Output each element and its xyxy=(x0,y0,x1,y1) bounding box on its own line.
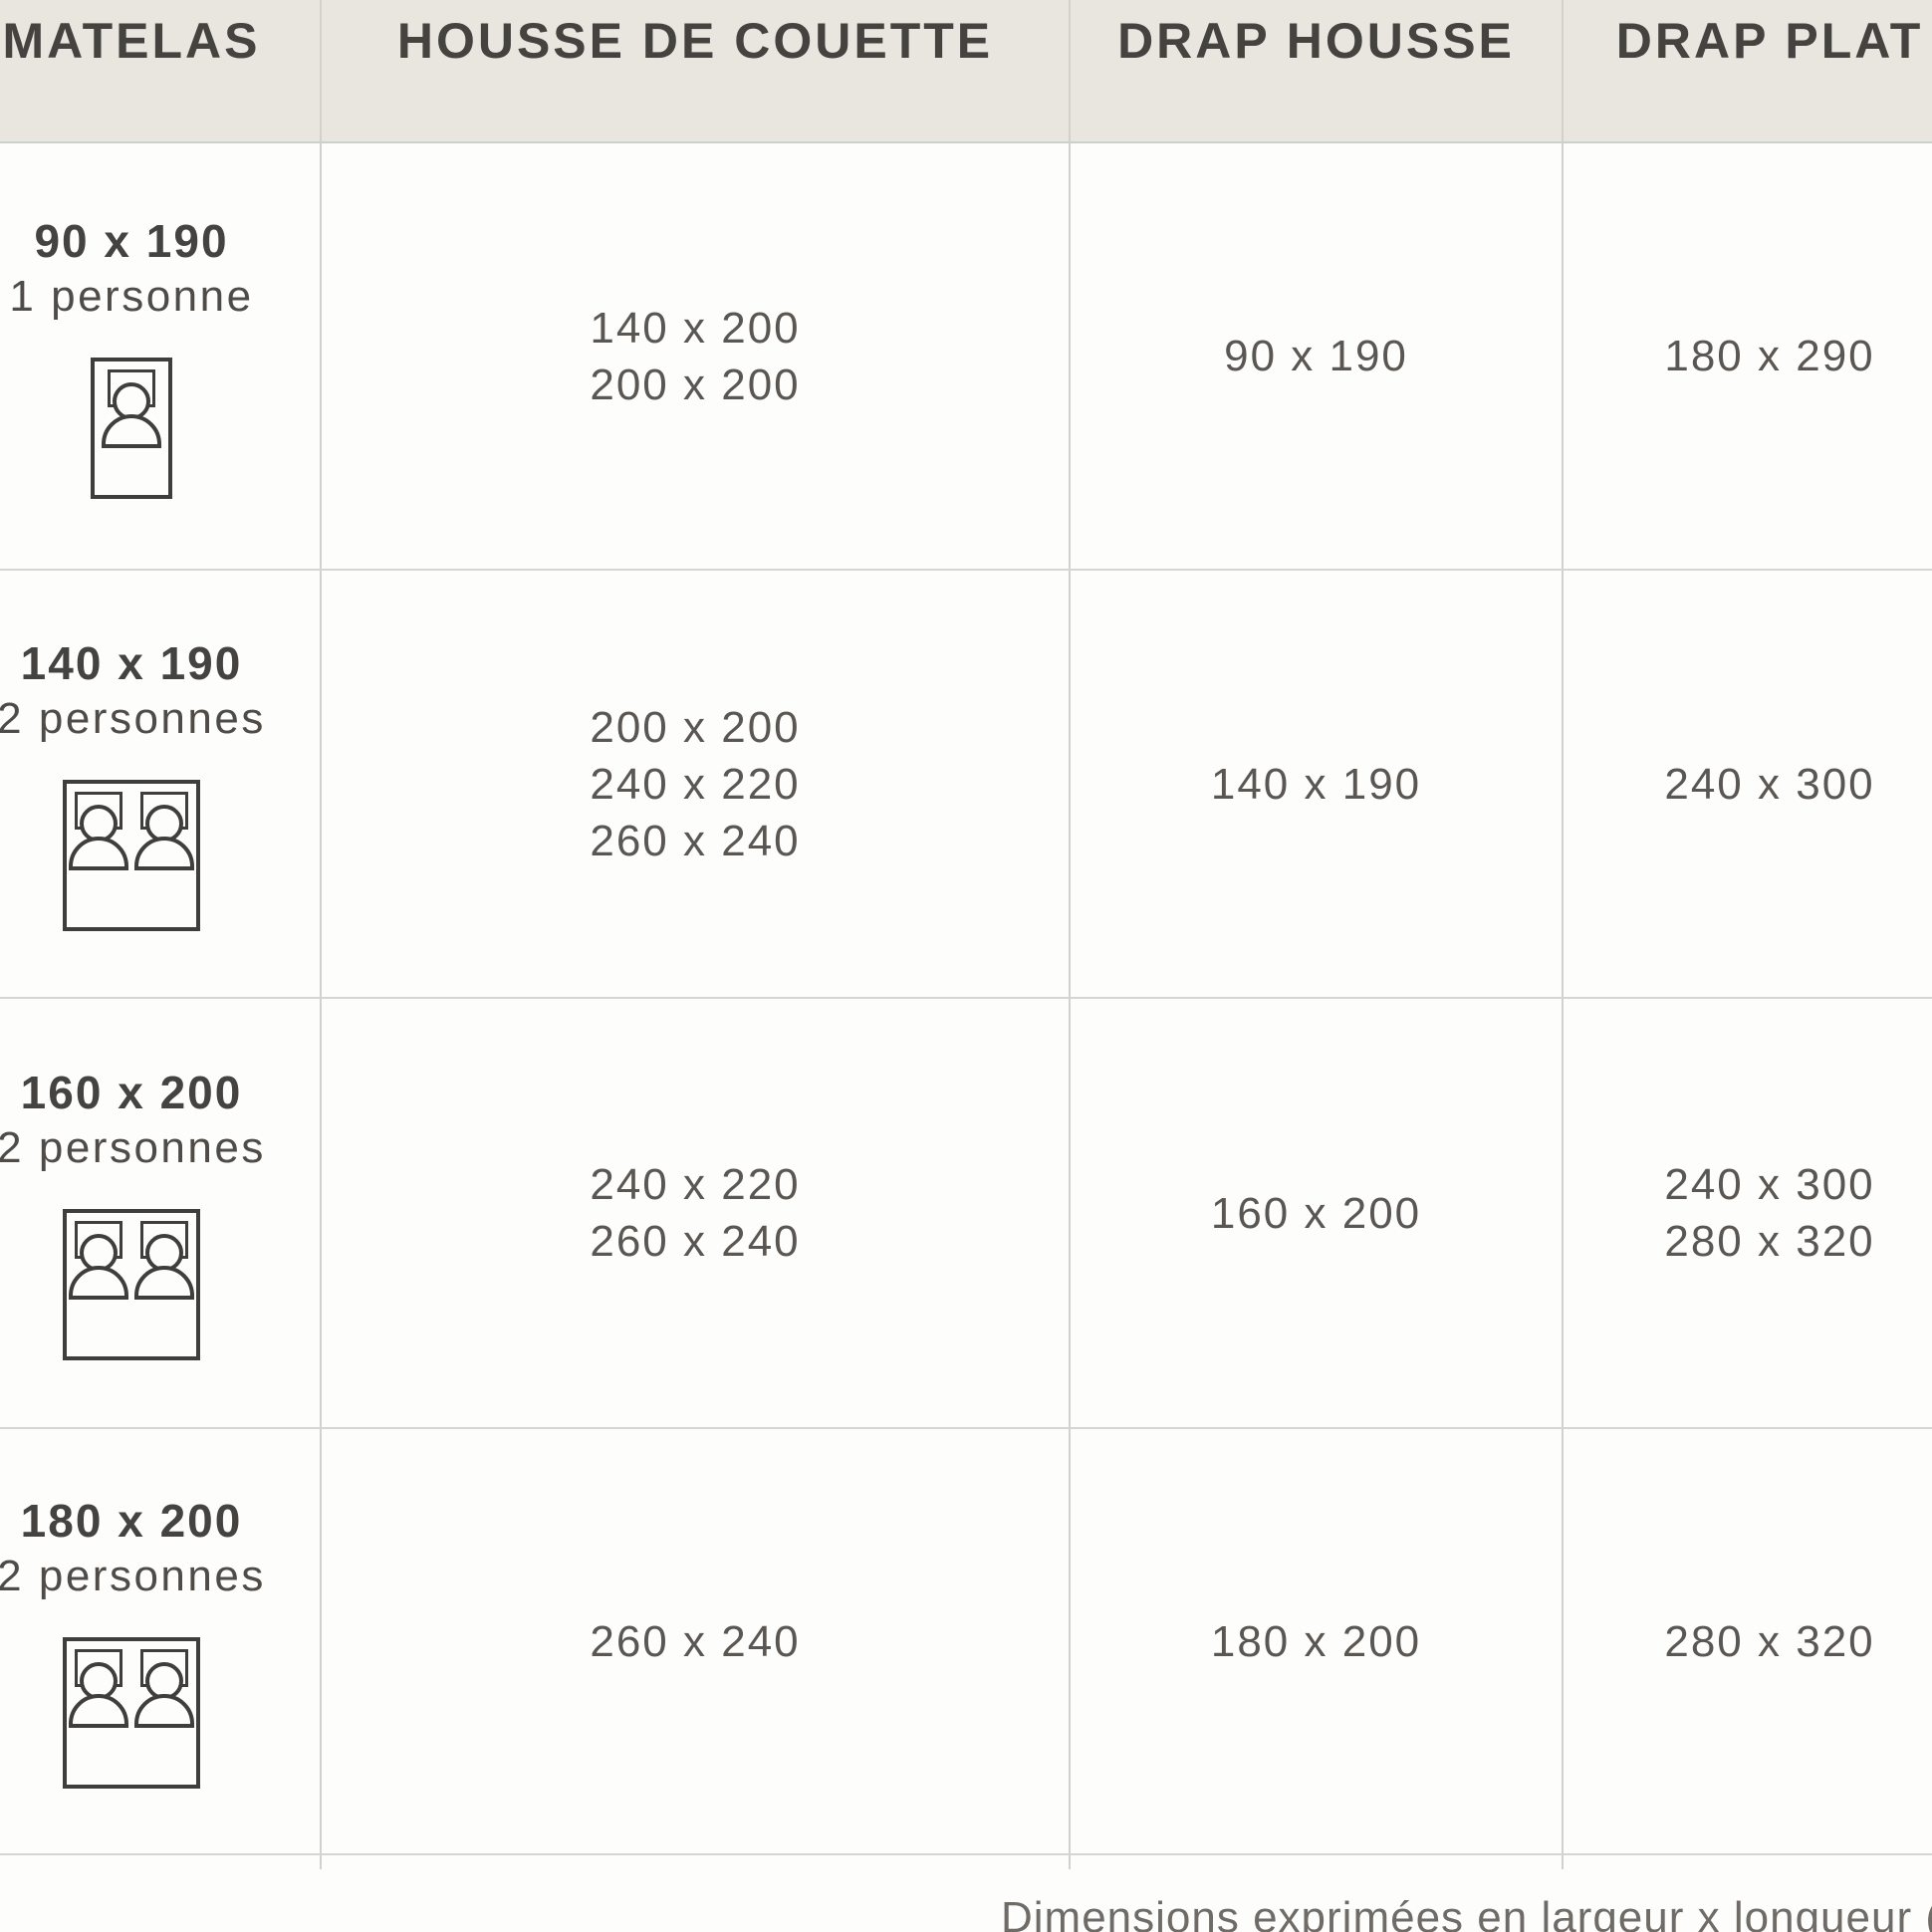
sleeping-person-icon xyxy=(101,368,162,449)
size-value: 140 x 190 xyxy=(1210,759,1422,809)
housse-de-couette-cell: 260 x 240 xyxy=(322,1429,1071,1855)
dimensions-note: Dimensions exprimées en largeur x longue… xyxy=(1001,1893,1932,1932)
mattress-size-label: 90 x 190 xyxy=(34,214,229,267)
drap-plat-cell: 240 x 300 xyxy=(1564,571,1932,999)
grid-line-stub xyxy=(1564,1855,1932,1869)
sleeping-person-icon xyxy=(133,1221,195,1301)
size-value: 160 x 200 xyxy=(1210,1188,1422,1238)
double-bed-icon xyxy=(63,1209,200,1360)
drap-plat-cell: 180 x 290 xyxy=(1564,143,1932,571)
size-value: 260 x 240 xyxy=(590,816,801,865)
mattress-size-label: 160 x 200 xyxy=(20,1067,243,1118)
size-value: 240 x 300 xyxy=(1664,759,1875,809)
sleeping-person-icon xyxy=(68,792,129,871)
size-value: 200 x 200 xyxy=(590,702,801,752)
size-value: 260 x 240 xyxy=(590,1616,801,1666)
mattress-capacity-label: 2 personnes xyxy=(0,694,266,743)
size-value: 240 x 220 xyxy=(590,1160,801,1209)
column-header-label: HOUSSE DE COUETTE xyxy=(396,13,994,69)
matelas-cell-160x200: 160 x 200 2 personnes xyxy=(0,999,322,1429)
matelas-cell-140x190: 140 x 190 2 personnes xyxy=(0,571,322,999)
size-value: 200 x 200 xyxy=(590,360,801,409)
person-shoulders-icon xyxy=(102,413,161,448)
size-value: 180 x 290 xyxy=(1664,332,1875,380)
mattress-capacity-label: 2 personnes xyxy=(0,1552,266,1600)
housse-de-couette-cell: 140 x 200 200 x 200 xyxy=(322,143,1071,571)
size-value: 180 x 200 xyxy=(1210,1616,1422,1666)
column-header-matelas: MATELAS xyxy=(0,0,322,143)
drap-plat-cell: 240 x 300 280 x 320 xyxy=(1564,999,1932,1429)
column-header-drap-housse: DRAP HOUSSE xyxy=(1071,0,1564,143)
drap-housse-cell: 140 x 190 xyxy=(1071,571,1564,999)
sleeping-person-icon xyxy=(133,1649,195,1729)
size-value: 90 x 190 xyxy=(1224,332,1408,380)
drap-housse-cell: 90 x 190 xyxy=(1071,143,1564,571)
size-value: 240 x 300 xyxy=(1664,1160,1875,1209)
column-header-drap-plat: DRAP PLAT xyxy=(1564,0,1932,143)
housse-de-couette-cell: 240 x 220 260 x 240 xyxy=(322,999,1071,1429)
person-shoulders-icon xyxy=(134,837,194,870)
column-header-label: DRAP PLAT xyxy=(1615,13,1924,69)
single-bed-icon xyxy=(91,357,172,499)
drap-housse-cell: 160 x 200 xyxy=(1071,999,1564,1429)
person-shoulders-icon xyxy=(134,1694,194,1728)
mattress-capacity-label: 2 personnes xyxy=(0,1123,266,1172)
sleeping-person-icon xyxy=(68,1649,129,1729)
person-head-icon xyxy=(145,1234,183,1272)
drap-plat-cell: 280 x 320 xyxy=(1564,1429,1932,1855)
size-value: 140 x 200 xyxy=(590,303,801,353)
housse-de-couette-cell: 200 x 200 240 x 220 260 x 240 xyxy=(322,571,1071,999)
person-head-icon xyxy=(80,1234,118,1272)
column-header-label: DRAP HOUSSE xyxy=(1117,13,1515,69)
column-header-housse-de-couette: HOUSSE DE COUETTE xyxy=(322,0,1071,143)
size-value: 240 x 220 xyxy=(590,759,801,809)
grid-line-stub xyxy=(0,1855,322,1869)
mattress-size-label: 140 x 190 xyxy=(20,637,243,689)
person-shoulders-icon xyxy=(69,837,128,870)
person-shoulders-icon xyxy=(69,1694,128,1728)
double-bed-icon xyxy=(63,780,200,931)
person-shoulders-icon xyxy=(69,1266,128,1300)
matelas-cell-90x190: 90 x 190 1 personne xyxy=(0,143,322,571)
double-bed-icon xyxy=(63,1637,200,1789)
sleeping-person-icon xyxy=(68,1221,129,1301)
matelas-cell-180x200: 180 x 200 2 personnes xyxy=(0,1429,322,1855)
size-value: 280 x 320 xyxy=(1664,1616,1875,1666)
sleeping-person-icon xyxy=(133,792,195,871)
mattress-capacity-label: 1 personne xyxy=(9,271,254,321)
person-shoulders-icon xyxy=(134,1266,194,1300)
drap-housse-cell: 180 x 200 xyxy=(1071,1429,1564,1855)
grid-line-stub xyxy=(1071,1855,1564,1869)
column-header-label: MATELAS xyxy=(2,13,261,69)
size-value: 260 x 240 xyxy=(590,1217,801,1266)
size-table: MATELAS HOUSSE DE COUETTE DRAP HOUSSE DR… xyxy=(0,0,1932,1869)
mattress-size-label: 180 x 200 xyxy=(20,1495,243,1547)
size-value: 280 x 320 xyxy=(1664,1217,1875,1266)
grid-line-stub xyxy=(322,1855,1071,1869)
